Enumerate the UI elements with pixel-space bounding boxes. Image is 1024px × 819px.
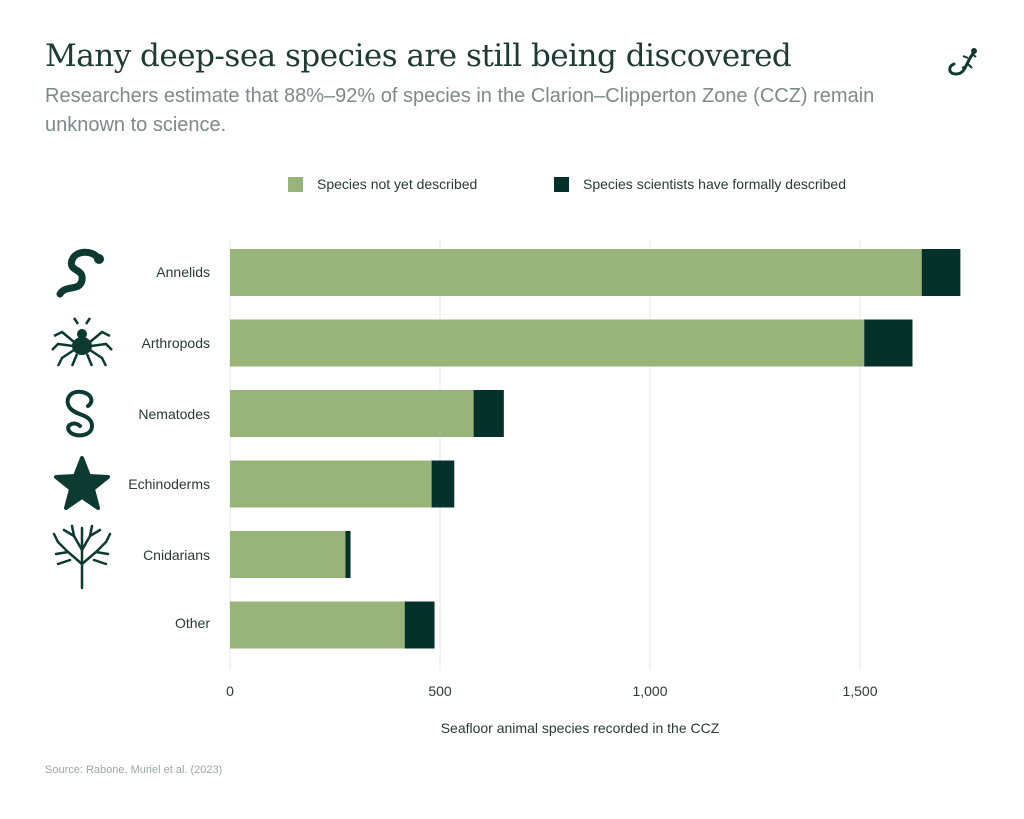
x-tick-label: 500	[428, 683, 452, 699]
bar-cnidarians-described	[345, 531, 351, 578]
spider-icon	[51, 317, 113, 367]
legend-swatch-undescribed	[288, 176, 303, 192]
legend-swatch-described	[554, 176, 569, 192]
chart-title: Many deep-sea species are still being di…	[45, 38, 792, 74]
x-tick-label: 1,000	[632, 683, 667, 699]
source-note: Source: Rabone, Muriel et al. (2023)	[45, 764, 223, 776]
bar-nematodes-described	[473, 390, 504, 437]
category-label-nematodes: Nematodes	[138, 406, 210, 422]
legend-label-undescribed: Species not yet described	[317, 176, 478, 192]
x-axis-title: Seafloor animal species recorded in the …	[440, 720, 720, 736]
chart-subtitle: Researchers estimate that 88%–92% of spe…	[45, 85, 875, 136]
category-label-other: Other	[174, 615, 210, 631]
coral-icon	[52, 524, 112, 590]
legend-item-undescribed: Species not yet described	[288, 176, 477, 192]
gecko-icon	[948, 48, 977, 76]
bar-arthropods-described	[864, 319, 913, 367]
bar-echinoderms-undescribed	[230, 460, 432, 508]
legend-label-described: Species scientists have formally describ…	[583, 176, 847, 192]
worm-icon	[56, 248, 104, 298]
bar-other-undescribed	[230, 601, 405, 649]
bar-echinoderms-described	[431, 460, 455, 508]
category-label-echinoderms: Echinoderms	[128, 476, 210, 492]
legend-item-described: Species scientists have formally describ…	[554, 176, 846, 192]
nematode-icon	[65, 389, 95, 438]
x-tick-label: 1,500	[842, 683, 877, 699]
bar-cnidarians-undescribed	[230, 531, 346, 578]
bar-annelids-undescribed	[230, 249, 922, 296]
bar-arthropods-undescribed	[230, 319, 865, 367]
x-tick-label: 0	[226, 683, 234, 699]
category-label-arthropods: Arthropods	[141, 335, 210, 351]
category-label-cnidarians: Cnidarians	[143, 547, 210, 563]
bar-other-described	[404, 601, 435, 649]
category-label-annelids: Annelids	[156, 264, 210, 280]
bar-nematodes-undescribed	[230, 390, 474, 437]
bar-annelids-described	[921, 249, 961, 296]
starfish-icon	[54, 456, 110, 510]
